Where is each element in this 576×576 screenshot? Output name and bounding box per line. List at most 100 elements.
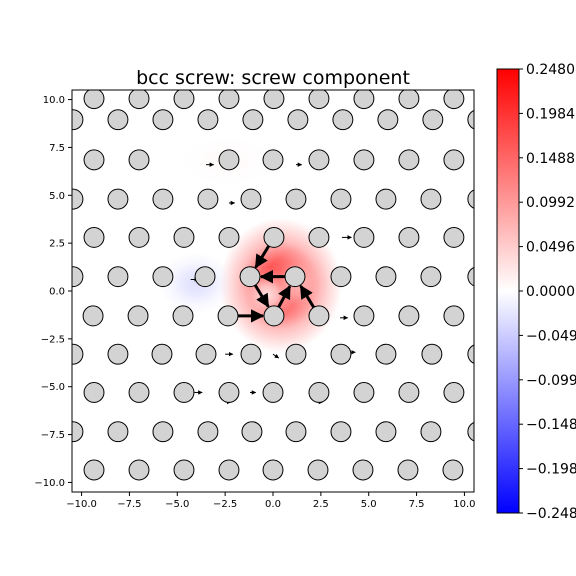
atom <box>107 266 129 288</box>
atom <box>83 382 105 403</box>
atom <box>218 226 240 248</box>
colorbar-tick-label: 0.2480 <box>526 62 575 78</box>
field-blob <box>159 252 234 314</box>
atom <box>83 90 105 110</box>
colorbar-axis: 0.2480 0.1984 0.1488 0.0992 0.0496 0.0000 −0.0… <box>519 62 576 522</box>
atom <box>352 459 374 481</box>
colorbar-tick-label: 0.1984 <box>526 106 575 122</box>
atom <box>285 421 307 443</box>
colorbar-tick-label: −0.1984 <box>526 462 576 478</box>
atom <box>398 382 420 403</box>
atom <box>128 90 150 110</box>
x-tick-label: 0.0 <box>265 499 281 510</box>
atom <box>239 266 261 288</box>
atom <box>173 90 195 110</box>
y-tick-label: 5.0 <box>49 191 65 202</box>
atom <box>107 343 129 365</box>
atom <box>422 109 444 131</box>
atom <box>173 459 195 481</box>
atom <box>72 343 84 365</box>
atom <box>398 90 420 110</box>
y-tick-label: −10.0 <box>34 478 65 489</box>
atom <box>240 188 262 210</box>
atom <box>242 109 264 131</box>
atom <box>330 266 352 288</box>
y-tick-label: −2.5 <box>41 334 65 345</box>
y-tick-label: 10.0 <box>43 95 65 106</box>
atom <box>443 149 465 171</box>
atom <box>195 343 217 365</box>
atom <box>263 90 285 110</box>
atom <box>218 90 240 110</box>
atom <box>353 90 375 110</box>
atom <box>467 109 474 130</box>
atom <box>420 421 442 443</box>
atom <box>285 188 307 210</box>
core-displacement-arrows <box>237 245 316 323</box>
atom <box>197 421 219 443</box>
chart-title: bcc screw: screw component <box>136 67 410 89</box>
atom <box>332 109 354 131</box>
atom <box>107 109 129 131</box>
atom <box>152 421 174 443</box>
atom <box>263 226 285 248</box>
atom <box>82 305 104 327</box>
atom <box>398 226 420 248</box>
x-tick-label: −2.5 <box>213 499 237 510</box>
displacement-arrow <box>254 245 271 269</box>
atom <box>72 421 84 443</box>
colorbar-tick-label: 0.0000 <box>526 284 575 300</box>
atom <box>467 266 474 287</box>
atom <box>308 149 330 171</box>
atom <box>218 382 240 403</box>
displacement-arrow <box>277 285 292 308</box>
atom <box>287 109 309 131</box>
atom <box>353 149 375 171</box>
atom <box>72 266 84 288</box>
atom <box>83 226 105 248</box>
y-tick-label: −5.0 <box>41 382 65 393</box>
colorbar-tick-label: −0.0496 <box>526 328 576 344</box>
atom <box>128 149 150 171</box>
atom <box>353 382 375 403</box>
atom <box>152 266 174 288</box>
colorbar-tick-label: 0.0992 <box>526 195 575 211</box>
atom <box>443 226 465 248</box>
y-tick-label: 2.5 <box>49 239 65 250</box>
colorbar <box>496 68 520 514</box>
atom <box>152 188 174 210</box>
atom <box>262 382 284 403</box>
y-axis: 10.0 7.5 5.0 2.5 0.0 −2.5 −5.0 −7.5 −10.0 <box>34 95 72 489</box>
atom <box>375 188 397 210</box>
colorbar-tick-label: 0.1488 <box>526 151 575 167</box>
x-tick-label: −10.0 <box>66 499 97 510</box>
atom <box>72 188 84 210</box>
atom <box>262 149 284 171</box>
atom <box>107 421 129 443</box>
atom <box>217 305 239 327</box>
atom <box>420 188 442 210</box>
atom <box>443 305 465 327</box>
displacement-arrow <box>253 284 270 308</box>
x-tick-label: −5.0 <box>165 499 189 510</box>
atom <box>467 421 474 442</box>
atom <box>194 266 216 288</box>
atom <box>128 382 150 403</box>
x-tick-label: 7.5 <box>409 499 425 510</box>
x-tick-label: 10.0 <box>453 499 475 510</box>
atom <box>285 343 307 365</box>
atom <box>107 188 129 210</box>
colorbar-tick-label: −0.0992 <box>526 373 576 389</box>
atom <box>128 226 150 248</box>
y-tick-label: 0.0 <box>49 287 65 298</box>
atom <box>467 189 474 209</box>
atom <box>173 382 195 403</box>
atom <box>218 459 240 481</box>
atom <box>83 459 105 481</box>
x-tick-label: 5.0 <box>361 499 377 510</box>
x-tick-label: −7.5 <box>117 499 141 510</box>
atom <box>398 305 420 327</box>
atom <box>308 226 330 248</box>
atom <box>307 459 329 481</box>
